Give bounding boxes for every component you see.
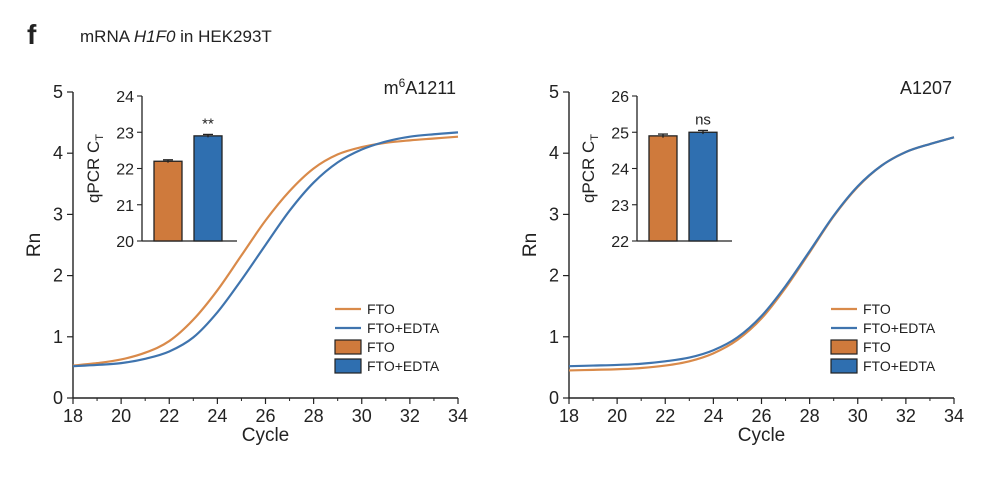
legend-bar-swatch bbox=[830, 339, 858, 355]
inset-y-tick-label: 26 bbox=[611, 89, 629, 106]
site-label-superscript: 6 bbox=[399, 76, 406, 90]
x-tick-label: 24 bbox=[703, 406, 723, 426]
x-tick-label: 22 bbox=[655, 406, 675, 426]
site-label-rest: A1211 bbox=[405, 78, 456, 98]
y-tick-label: 4 bbox=[549, 143, 559, 163]
inset-significance-label: ** bbox=[202, 115, 214, 132]
y-axis-label: Rn bbox=[24, 233, 45, 257]
site-label-base: A1207 bbox=[900, 78, 952, 98]
x-tick-label: 34 bbox=[944, 406, 964, 426]
amplification-chart-a1207: 18 20 22 24 26 28 30 32 34012345CycleRnA1207FTOF… bbox=[520, 78, 964, 446]
y-axis-label: Rn bbox=[520, 233, 541, 257]
y-tick-label: 3 bbox=[549, 204, 559, 224]
inset-y-tick-label: 23 bbox=[611, 198, 629, 215]
y-tick-label: 4 bbox=[53, 143, 63, 163]
inset-y-tick-label: 24 bbox=[116, 89, 134, 106]
inset-bar-fto bbox=[153, 160, 183, 242]
inset-bar-chart: 20 21 22 23 24 qPCR CT ** bbox=[84, 89, 237, 251]
heading-gene: H1F0 bbox=[134, 27, 176, 46]
x-tick-label: 32 bbox=[896, 406, 916, 426]
panel-letter: f bbox=[27, 19, 37, 50]
legend-label: FTO+EDTA bbox=[367, 320, 440, 336]
inset-bar-fto-edta bbox=[688, 131, 718, 242]
inset-y-axis-label: qPCR CT bbox=[579, 134, 601, 203]
inset-y-label-main: qPCR C bbox=[579, 141, 598, 203]
x-tick-label: 20 bbox=[607, 406, 627, 426]
inset-significance-label: ns bbox=[695, 111, 711, 128]
legend-label: FTO bbox=[367, 339, 395, 355]
site-label-base: m bbox=[384, 78, 399, 98]
legend-label: FTO+EDTA bbox=[863, 358, 936, 374]
inset-bar-fto bbox=[648, 135, 678, 242]
y-tick-label: 2 bbox=[53, 266, 63, 286]
inset-y-tick-label: 24 bbox=[611, 162, 629, 179]
inset-y-tick-label: 22 bbox=[611, 234, 629, 251]
x-tick-label: 30 bbox=[352, 406, 372, 426]
y-tick-label: 5 bbox=[549, 82, 559, 102]
amplification-chart-m6a1211: 18 20 22 24 26 28 30 32 34012345CycleRnm6A1211FT… bbox=[24, 76, 468, 446]
inset-y-label-subscript: T bbox=[94, 134, 106, 141]
x-axis-label: Cycle bbox=[738, 425, 786, 446]
x-axis-label: Cycle bbox=[242, 425, 290, 446]
x-tick-label: 18 bbox=[559, 406, 579, 426]
inset-y-tick-label: 23 bbox=[116, 125, 134, 142]
legend-label: FTO bbox=[367, 301, 395, 317]
x-tick-label: 22 bbox=[159, 406, 179, 426]
series-line-fto-edta bbox=[72, 131, 459, 368]
x-tick-label: 30 bbox=[848, 406, 868, 426]
legend-bar-swatch bbox=[334, 358, 362, 374]
x-tick-label: 34 bbox=[448, 406, 468, 426]
inset-y-label-subscript: T bbox=[589, 134, 601, 141]
legend-label: FTO bbox=[863, 339, 891, 355]
panel-site-label: A1207 bbox=[900, 78, 952, 98]
x-tick-label: 28 bbox=[800, 406, 820, 426]
legend-label: FTO bbox=[863, 301, 891, 317]
x-tick-label: 24 bbox=[207, 406, 227, 426]
y-tick-label: 0 bbox=[549, 388, 559, 408]
x-tick-label: 28 bbox=[304, 406, 324, 426]
y-tick-label: 5 bbox=[53, 82, 63, 102]
y-tick-label: 1 bbox=[549, 327, 559, 347]
legend-label: FTO+EDTA bbox=[863, 320, 936, 336]
x-tick-label: 20 bbox=[111, 406, 131, 426]
inset-bar-fto-edta bbox=[193, 135, 223, 242]
legend-bar-swatch bbox=[334, 339, 362, 355]
inset-y-tick-label: 20 bbox=[116, 234, 134, 251]
x-tick-label: 18 bbox=[63, 406, 83, 426]
panel-site-label: m6A1211 bbox=[384, 76, 456, 98]
heading-prefix: mRNA bbox=[80, 27, 134, 46]
x-tick-label: 26 bbox=[255, 406, 275, 426]
legend-bar-swatch bbox=[830, 358, 858, 374]
inset-y-tick-label: 22 bbox=[116, 162, 134, 179]
heading-suffix: in HEK293T bbox=[175, 27, 271, 46]
y-tick-label: 3 bbox=[53, 204, 63, 224]
x-tick-label: 32 bbox=[400, 406, 420, 426]
inset-y-tick-label: 25 bbox=[611, 125, 629, 142]
inset-y-tick-label: 21 bbox=[116, 198, 134, 215]
legend-label: FTO+EDTA bbox=[367, 358, 440, 374]
x-tick-label: 26 bbox=[751, 406, 771, 426]
y-tick-label: 2 bbox=[549, 266, 559, 286]
y-tick-label: 1 bbox=[53, 327, 63, 347]
y-tick-label: 0 bbox=[53, 388, 63, 408]
inset-y-label-main: qPCR C bbox=[84, 141, 103, 203]
figure-heading: mRNA H1F0 in HEK293T bbox=[80, 27, 272, 46]
series-line-fto-edta bbox=[568, 136, 955, 368]
inset-y-axis-label: qPCR CT bbox=[84, 134, 106, 203]
series-line-fto bbox=[72, 135, 459, 367]
